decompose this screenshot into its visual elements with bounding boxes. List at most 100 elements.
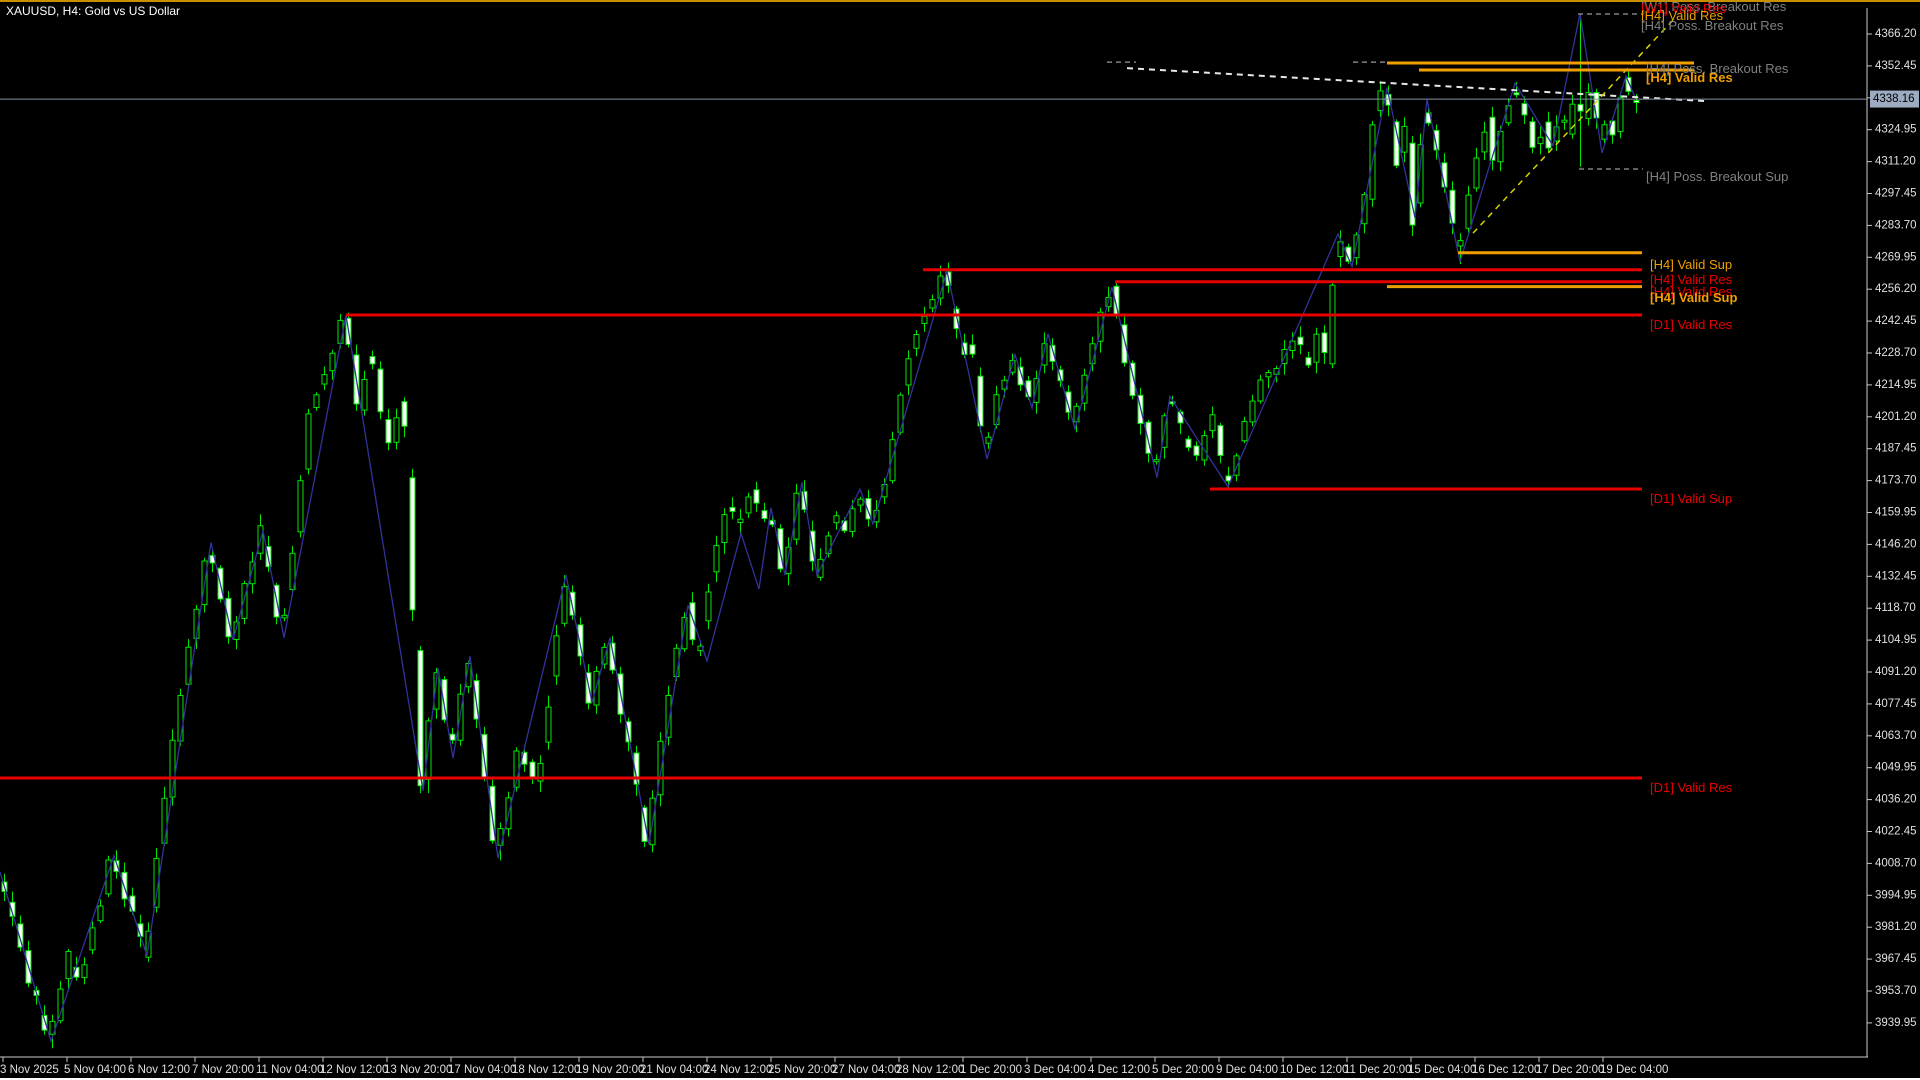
price-axis-label: 3939.95: [1875, 1017, 1917, 1029]
candle-body: [1121, 324, 1128, 364]
zigzag-indicator-line: [0, 13, 1637, 1044]
time-axis-label: 9 Dec 04:00: [1216, 1064, 1278, 1076]
candle-body: [65, 951, 72, 980]
candle-body: [97, 905, 104, 922]
candle-body: [9, 901, 16, 917]
price-axis-label: 4228.70: [1875, 347, 1917, 359]
candle-body: [657, 740, 664, 796]
candle-body: [1577, 103, 1584, 112]
candle-body: [969, 344, 976, 355]
price-axis-label: 4091.20: [1875, 666, 1917, 678]
candle-body: [1433, 129, 1440, 151]
candle-body: [721, 514, 728, 543]
candle-body: [889, 439, 896, 482]
candle-body: [577, 624, 584, 657]
candle-body: [1457, 240, 1464, 247]
sr-annotation-label: [D1] Valid Res: [1650, 780, 1733, 795]
sr-annotation-label: [H4] Valid Res: [1641, 8, 1724, 23]
candle-body: [833, 515, 840, 524]
candle-body: [81, 964, 88, 979]
candle-body: [985, 436, 992, 444]
candle-body: [313, 394, 320, 408]
candle-body: [1601, 124, 1608, 140]
price-axis-label: 4118.70: [1875, 602, 1916, 614]
candle-body: [1265, 372, 1272, 378]
candle-body: [57, 988, 64, 1022]
candle-body: [361, 379, 368, 411]
price-axis-label: 4256.20: [1875, 283, 1917, 295]
price-axis-label: 4214.95: [1875, 379, 1917, 391]
candle-body: [1233, 455, 1240, 476]
time-axis-label: 16 Dec 12:00: [1472, 1064, 1540, 1076]
candle-body: [1097, 311, 1104, 342]
candle-body: [641, 807, 648, 843]
sr-annotation-label: [H4] Valid Res: [1650, 272, 1733, 287]
time-axis-label: 11 Dec 20:00: [1344, 1064, 1412, 1076]
price-axis-label: 3953.70: [1875, 985, 1917, 997]
candle-body: [913, 334, 920, 349]
time-axis-label: 25 Nov 20:00: [768, 1064, 836, 1076]
candle-body: [1393, 121, 1400, 167]
time-axis-label: 15 Dec 04:00: [1408, 1064, 1476, 1076]
candle-body: [161, 797, 168, 844]
candle-body: [1057, 369, 1064, 382]
time-axis-label: 17 Nov 04:00: [448, 1064, 516, 1076]
candle-body: [993, 394, 1000, 426]
candle-body: [177, 695, 184, 742]
price-axis-label: 4049.95: [1875, 762, 1917, 774]
ascending-support-trendline[interactable]: [1472, 17, 1676, 234]
candle-body: [729, 506, 736, 512]
candle-body: [1537, 136, 1544, 145]
candle-body: [105, 859, 112, 895]
descending-resistance-trendline[interactable]: [1126, 67, 1706, 102]
candle-body: [1585, 91, 1592, 119]
candle-body: [1473, 157, 1480, 189]
price-axis-label: 3967.45: [1875, 953, 1917, 965]
candle-body: [305, 413, 312, 470]
candle-body: [1625, 77, 1632, 92]
time-axis-label: 7 Nov 20:00: [192, 1064, 254, 1076]
candle-body: [777, 528, 784, 570]
sr-annotation-label: [D1] Valid Sup: [1650, 491, 1732, 506]
price-axis-label: 4146.20: [1875, 538, 1917, 550]
time-axis-label: 6 Nov 12:00: [128, 1064, 190, 1076]
time-axis-label: 19 Nov 20:00: [576, 1064, 644, 1076]
candle-body: [1201, 435, 1208, 461]
candle-body: [441, 679, 448, 721]
candle-body: [433, 672, 440, 710]
candle-body: [769, 519, 776, 526]
candle-body: [249, 561, 256, 585]
candle-body: [153, 857, 160, 908]
sr-annotation-label: [H4] Poss. Breakout Res: [1641, 18, 1784, 33]
time-axis-label: 1 Dec 20:00: [960, 1064, 1022, 1076]
candle-body: [129, 895, 136, 912]
price-axis-label: 4297.45: [1875, 188, 1917, 200]
candle-body: [1049, 344, 1056, 362]
candle-body: [1081, 374, 1088, 404]
candle-body: [1409, 142, 1416, 226]
price-axis-label: 3994.95: [1875, 889, 1917, 901]
candle-body: [545, 706, 552, 743]
candle-body: [1313, 333, 1320, 363]
candle-body: [1065, 391, 1072, 413]
candle-body: [385, 419, 392, 444]
candle-body: [1337, 241, 1344, 258]
candle-body: [929, 299, 936, 309]
candle-body: [1561, 119, 1568, 123]
time-axis-label: 27 Nov 04:00: [832, 1064, 900, 1076]
price-axis-label: 4132.45: [1875, 570, 1917, 582]
chart-title: XAUUSD, H4: Gold vs US Dollar: [6, 4, 181, 18]
price-axis-label: 4242.45: [1875, 315, 1917, 327]
candle-body: [921, 315, 928, 324]
candle-body: [1569, 103, 1576, 135]
candle-body: [1481, 131, 1488, 153]
candle-body: [1169, 401, 1176, 405]
price-axis-label: 4352.45: [1875, 60, 1917, 72]
candle-body: [793, 492, 800, 540]
candle-body: [329, 352, 336, 372]
current-price-box: [1870, 90, 1919, 108]
candle-body: [865, 498, 872, 520]
candle-body: [761, 510, 768, 520]
